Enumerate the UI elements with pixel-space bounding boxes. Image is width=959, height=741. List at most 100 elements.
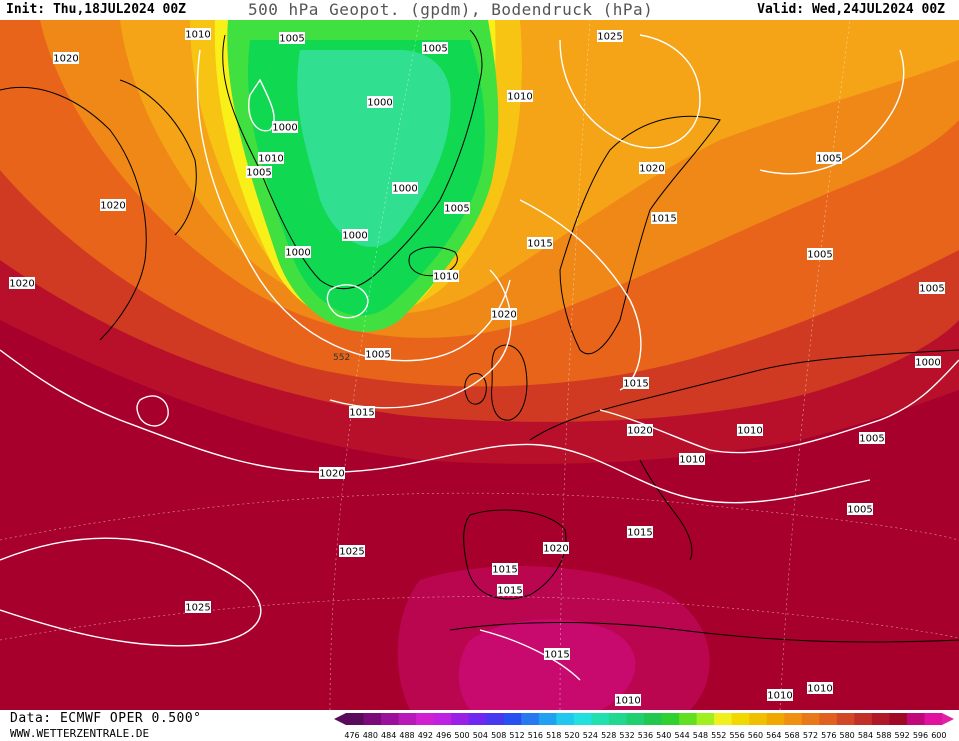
isobar-label-box <box>9 277 35 289</box>
website-label: WWW.WETTERZENTRALE.DE <box>10 727 150 740</box>
color-scale-tick-label: 532 <box>619 731 634 740</box>
isobar-label-text: 1020 <box>100 201 125 212</box>
isobar-label: 1020 <box>543 542 569 555</box>
color-scale-swatch <box>871 713 890 725</box>
color-scale-tick-label: 516 <box>528 731 543 740</box>
color-scale-swatch <box>801 713 820 725</box>
isobar-label-box <box>627 526 653 538</box>
isobar-label-box <box>597 30 623 42</box>
color-scale-tick-label: 512 <box>509 731 524 740</box>
color-scale-swatch <box>731 713 750 725</box>
isobar-label-box <box>246 166 272 178</box>
isobar-label: 1000 <box>272 121 298 134</box>
isobar-lines <box>0 34 959 681</box>
color-scale-swatch <box>889 713 908 725</box>
isobar-label-box <box>527 237 553 249</box>
band-teal-green <box>297 50 451 247</box>
color-scale-swatch <box>468 713 487 725</box>
isobar-label-text: 1005 <box>246 168 271 179</box>
isobar <box>326 284 369 319</box>
isobar-label-text: 1005 <box>859 434 884 445</box>
isobar-label-text: 1015 <box>544 650 569 661</box>
isobar-label: 1015 <box>623 377 649 390</box>
color-scale-tick-label: 588 <box>876 731 891 740</box>
isobar-label: 1015 <box>497 584 523 597</box>
isobar-label-box <box>627 424 653 436</box>
isobar-label: 1010 <box>737 424 763 437</box>
color-scale-swatch <box>608 713 627 725</box>
color-scale-tick-label: 536 <box>638 731 653 740</box>
color-scale-swatch <box>556 713 575 725</box>
isobar-label-box <box>272 121 298 133</box>
isobar-label-box <box>422 42 448 54</box>
north-america-coast <box>0 86 147 341</box>
color-scale-tick-label: 504 <box>473 731 488 740</box>
isobar-label: 1005 <box>807 248 833 261</box>
isobar-label-box <box>319 467 345 479</box>
isobar <box>519 199 642 391</box>
isobar-label-text: 1015 <box>349 408 374 419</box>
color-scale-tick-label: 572 <box>803 731 818 740</box>
isobar-label-text: 1010 <box>615 696 640 707</box>
isobar-label: 1025 <box>185 601 211 614</box>
isobar-label: 1025 <box>339 545 365 558</box>
isobar-label-box <box>285 246 311 258</box>
isobar-label-box <box>847 503 873 515</box>
isobar-label-text: 1000 <box>915 358 940 369</box>
isobar-label: 1005 <box>847 503 873 516</box>
isobar-label: 1005 <box>444 202 470 215</box>
isobar-label-box <box>492 563 518 575</box>
isobar-labels: 1010 1005 1005 1025 1020 1010 1000 1000 1010 1005… <box>9 28 945 707</box>
isobar-label-text: 1015 <box>497 586 522 597</box>
isobar-label-text: 1005 <box>365 350 390 361</box>
color-scale-tick-label: 500 <box>454 731 469 740</box>
color-scale-tick-label: 576 <box>821 731 836 740</box>
isobar-label: 1005 <box>246 166 272 179</box>
isobar-label: 1015 <box>527 237 553 250</box>
baffin-coast <box>119 79 197 236</box>
isobar-label-box <box>859 432 885 444</box>
isobar <box>479 629 581 681</box>
isobar-label-text: 1005 <box>279 34 304 45</box>
iberia-coast <box>463 509 567 600</box>
isobar-label-text: 1005 <box>422 44 447 55</box>
isobar-label-text: 1010 <box>679 455 704 466</box>
color-scale-tick-label: 560 <box>748 731 763 740</box>
color-scale-tick-label: 568 <box>784 731 799 740</box>
color-scale-swatch <box>924 713 943 725</box>
isobar-label-text: 1020 <box>53 54 78 65</box>
color-scale-high-arrow <box>942 713 954 725</box>
grid-line <box>779 20 851 710</box>
isobar-label-box <box>807 682 833 694</box>
isobar-label-box <box>679 453 705 465</box>
isobar-label-box <box>497 584 523 596</box>
band-magenta-ring <box>397 566 710 710</box>
ireland-coast <box>464 373 487 405</box>
color-scale-swatch <box>766 713 785 725</box>
grid-line <box>0 596 959 641</box>
isobar-label-text: 1005 <box>919 284 944 295</box>
iceland-coast <box>408 246 458 277</box>
isobar-label: 1010 <box>258 152 284 165</box>
isobar-label-box <box>365 348 391 360</box>
isobar-label: 1020 <box>627 424 653 437</box>
isobar-label-text: 1025 <box>185 603 210 614</box>
isobar-label: 1000 <box>285 246 311 259</box>
color-scale-swatch <box>696 713 715 725</box>
color-scale-swatch <box>714 713 733 725</box>
color-scale-swatch <box>433 713 452 725</box>
isobar-label-text: 1010 <box>737 426 762 437</box>
isobar <box>759 49 905 175</box>
isobar-label-text: 1025 <box>339 547 364 558</box>
isobar <box>248 78 275 132</box>
isobar <box>599 359 959 454</box>
isobar-label: 1020 <box>319 467 345 480</box>
isobar-label: 1000 <box>342 229 368 242</box>
isobar-label-text: 1000 <box>272 123 297 134</box>
isobar-label: 1015 <box>651 212 677 225</box>
isobar-label-text: 1015 <box>623 379 648 390</box>
isobar-label-text: 1000 <box>367 98 392 109</box>
isobar-label: 1015 <box>492 563 518 576</box>
data-source-label: Data: ECMWF OPER 0.500° <box>10 711 202 726</box>
